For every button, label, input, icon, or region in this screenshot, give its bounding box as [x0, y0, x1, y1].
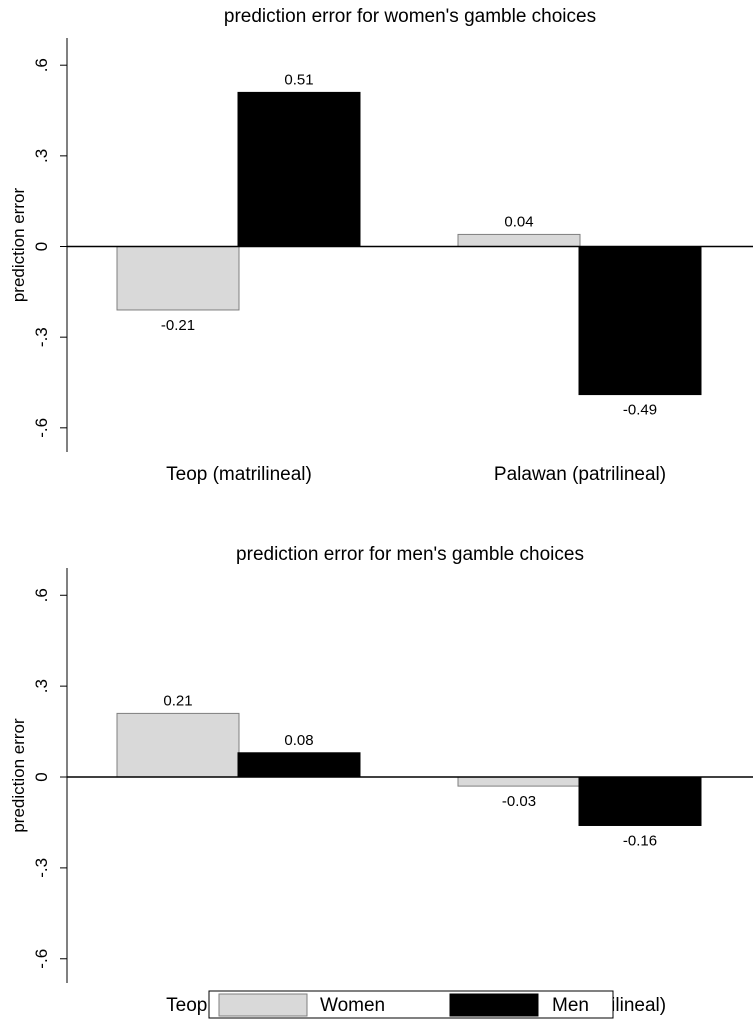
bar-men-1 [578, 246, 702, 396]
bar-women-1 [457, 233, 581, 248]
y-tick-label: -.3 [32, 327, 51, 347]
legend-swatch-women [218, 993, 308, 1017]
x-category-label: Teop (matrilineal) [166, 464, 312, 485]
legend-swatch-men [449, 993, 539, 1017]
y-tick-label: -.3 [32, 858, 51, 878]
chart-title: prediction error for women's gamble choi… [224, 6, 596, 27]
chart-title: prediction error for men's gamble choice… [236, 544, 584, 565]
x-category-label: Palawan (patrilineal) [494, 464, 666, 485]
bar-women-0 [116, 246, 240, 311]
y-tick-label: .3 [32, 149, 51, 163]
data-label: 0.08 [284, 732, 313, 749]
y-tick-label: -.6 [32, 418, 51, 438]
data-label: 0.04 [504, 213, 533, 230]
data-label: -0.49 [623, 402, 657, 419]
legend-label-women: Women [320, 995, 385, 1016]
bar-men-0 [237, 91, 361, 248]
data-label: -0.21 [161, 317, 195, 334]
y-tick-label: 0 [32, 242, 51, 251]
y-tick-label: .3 [32, 679, 51, 693]
y-axis-label: prediction error [9, 187, 28, 302]
data-label: 0.21 [163, 692, 192, 709]
data-label: -0.03 [502, 793, 536, 810]
legend-label-men: Men [552, 995, 589, 1016]
y-tick-label: -.6 [32, 949, 51, 969]
y-axis-label: prediction error [9, 718, 28, 833]
bar-men-0 [237, 752, 361, 778]
data-label: -0.16 [623, 832, 657, 849]
bar-women-1 [457, 776, 581, 787]
y-tick-label: 0 [32, 772, 51, 781]
data-label: 0.51 [284, 71, 313, 88]
bar-women-0 [116, 712, 240, 778]
y-tick-label: .6 [32, 58, 51, 72]
bar-men-1 [578, 776, 702, 826]
y-tick-label: .6 [32, 588, 51, 602]
